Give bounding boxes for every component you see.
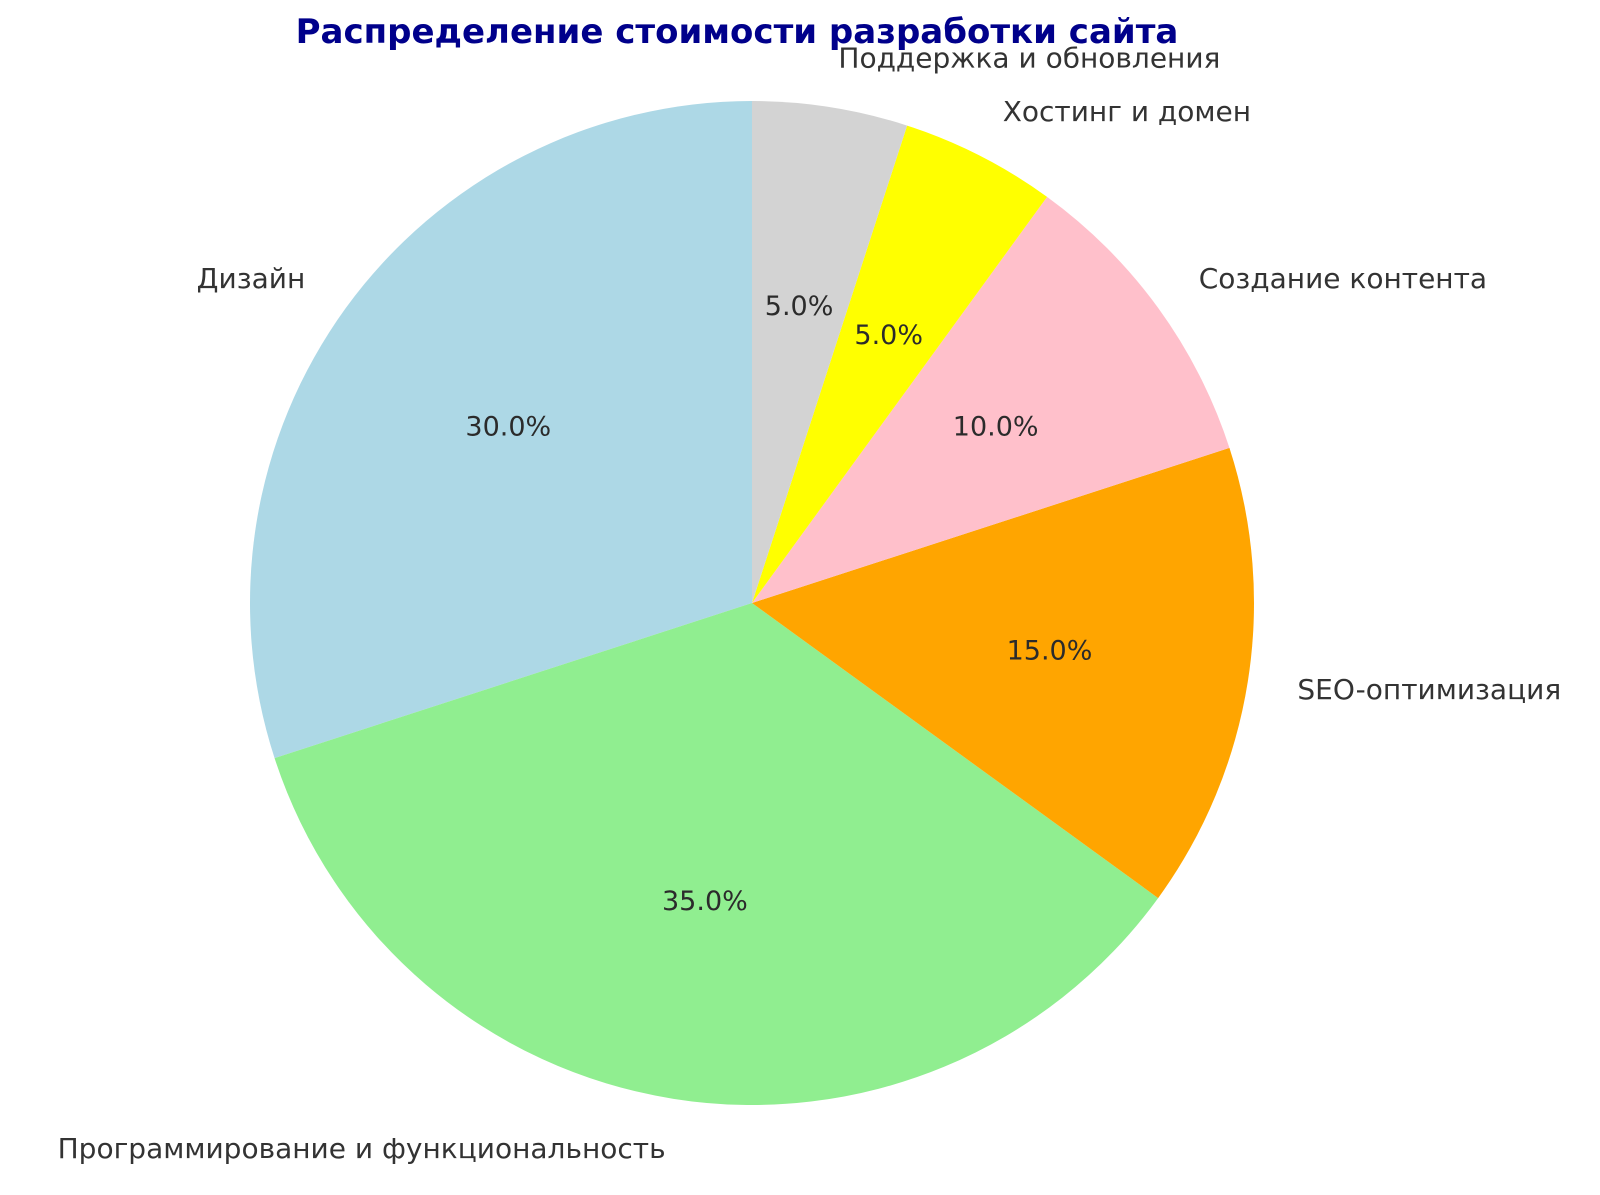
pct-label-5: 5.0%: [765, 291, 834, 322]
pie-slice-3: [752, 196, 1230, 603]
pct-label-1: 35.0%: [662, 886, 748, 917]
slice-label-2: SEO-оптимизация: [1297, 673, 1561, 706]
pct-label-0: 30.0%: [465, 411, 551, 442]
pct-label-4: 5.0%: [854, 320, 923, 351]
pie-slice-2: [752, 447, 1255, 899]
slice-label-3: Создание контента: [1199, 262, 1487, 295]
slice-label-0: Дизайн: [197, 262, 306, 295]
slice-label-1: Программирование и функциональность: [58, 1132, 666, 1165]
slice-label-4: Хостинг и домен: [1003, 95, 1251, 128]
pct-label-2: 15.0%: [1007, 636, 1093, 667]
pie-slice-1: [274, 603, 1159, 1106]
pie-slice-0: [249, 100, 752, 759]
pie-slice-5: [752, 101, 908, 603]
chart-title: Распределение стоимости разработки сайта: [295, 12, 1179, 52]
slice-label-5: Поддержка и обновления: [838, 41, 1220, 74]
pct-label-3: 10.0%: [953, 411, 1039, 442]
pie-slice-4: [752, 125, 1048, 603]
